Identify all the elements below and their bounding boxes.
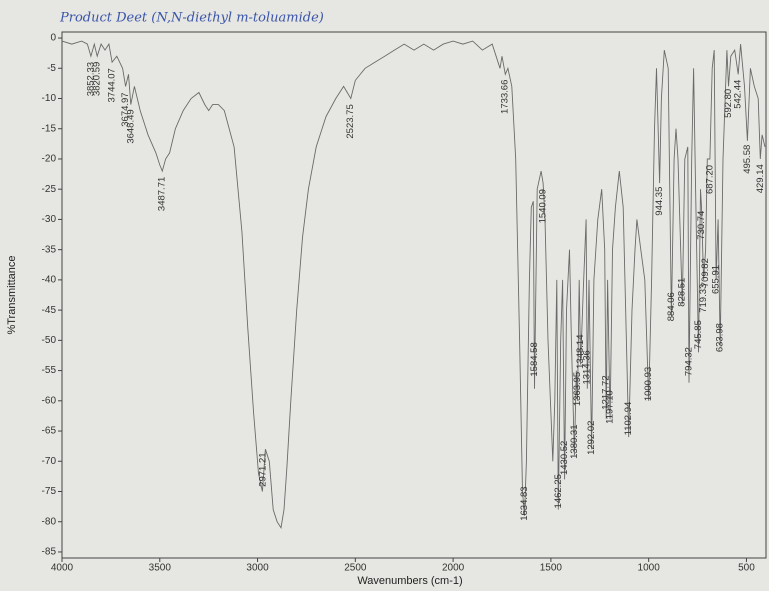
chart-title: Product Deet (N,N-diethyl m-toluamide) (59, 11, 324, 26)
y-tick-label: -60 (42, 395, 57, 406)
y-tick-label: -55 (42, 365, 57, 376)
peak-label: 745.85 (693, 320, 704, 349)
peak-label: 542.44 (733, 80, 744, 109)
x-axis-label: Wavenumbers (cm-1) (357, 575, 462, 587)
y-tick-label: 0 (50, 33, 56, 44)
y-tick-label: -85 (42, 547, 57, 558)
peak-label: 1197.10 (605, 390, 616, 424)
peak-label: 495.58 (742, 145, 753, 174)
peak-label: 719.33 (698, 284, 709, 313)
y-tick-label: -65 (42, 426, 57, 437)
y-axis-label: %Transmittance (6, 255, 18, 334)
peak-label: 794.32 (683, 347, 694, 376)
peak-label: 592.80 (723, 89, 734, 118)
peak-label: 709.82 (700, 258, 711, 287)
peak-label: 633.98 (715, 323, 726, 352)
y-tick-label: -20 (42, 154, 57, 165)
peak-label: 2971.21 (258, 452, 269, 486)
peak-label: 3852.33 (85, 62, 96, 96)
peak-label: 1584.58 (529, 342, 540, 376)
peak-label: 3487.71 (157, 177, 168, 211)
peak-label: 884.06 (666, 292, 677, 321)
peak-label: 1348.14 (575, 334, 586, 368)
peak-label: 3744.07 (107, 68, 118, 102)
y-tick-label: -75 (42, 486, 57, 497)
peak-label: 828.51 (677, 278, 688, 307)
plot-frame (61, 31, 767, 559)
x-tick-label: 500 (738, 563, 755, 574)
x-tick-label: 3000 (246, 563, 269, 574)
peak-label: 1462.25 (553, 474, 564, 508)
peak-label: 3648.49 (125, 109, 136, 143)
peak-label: 1540.09 (538, 189, 549, 223)
x-tick-label: 4000 (51, 563, 74, 574)
x-tick-label: 1000 (638, 563, 661, 574)
spectrum-line (61, 40, 766, 530)
peak-label: 944.35 (654, 187, 665, 216)
y-tick-label: -80 (42, 516, 57, 527)
peak-label: 429.14 (755, 164, 766, 193)
peak-label: 655.91 (710, 265, 721, 294)
y-tick-label: -15 (42, 123, 57, 134)
peak-label: 730.74 (696, 211, 707, 240)
y-tick-label: -40 (42, 275, 57, 286)
y-tick-label: -5 (47, 63, 56, 74)
peak-label: 1217.72 (601, 375, 612, 409)
peak-label: 2523.75 (345, 104, 356, 138)
peak-label: 1000.93 (643, 367, 654, 401)
y-tick-label: -45 (42, 305, 57, 316)
peak-label: 1634.83 (519, 486, 530, 520)
peak-label: 1733.66 (500, 80, 511, 114)
y-tick-label: -50 (42, 335, 57, 346)
x-tick-label: 3500 (149, 563, 172, 574)
y-tick-label: -25 (42, 184, 57, 195)
x-tick-label: 1500 (540, 563, 563, 574)
peak-label: 1363.95 (572, 372, 583, 406)
x-tick-label: 2000 (442, 563, 465, 574)
x-tick-label: 2500 (344, 563, 367, 574)
peak-label: 1292.02 (586, 421, 597, 455)
peak-label: 1430.52 (559, 441, 570, 475)
y-tick-label: -70 (42, 456, 57, 467)
peak-label: 1380.31 (569, 425, 580, 459)
peak-label: 3820.59 (92, 62, 103, 96)
y-tick-label: -30 (42, 214, 57, 225)
y-tick-label: -10 (42, 93, 57, 104)
peak-label: 1102.94 (623, 402, 634, 436)
y-tick-label: -35 (42, 244, 57, 255)
peak-label: 3674.97 (120, 92, 131, 126)
peak-label: 1314.36 (582, 350, 593, 384)
peak-label: 687.20 (704, 165, 715, 194)
